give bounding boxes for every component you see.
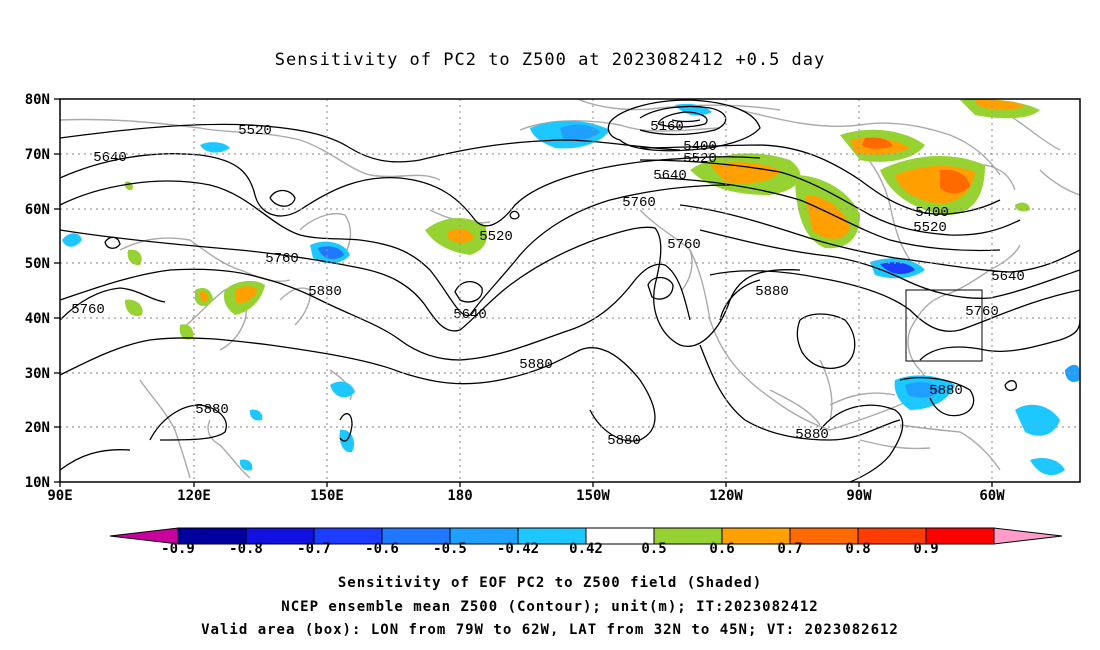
colorbar-label: -0.7	[297, 541, 331, 557]
lat-label: 60N	[25, 202, 50, 218]
lat-label: 80N	[25, 92, 50, 108]
latitude-labels: 80N 70N 60N 50N 40N 30N 20N 10N	[25, 92, 50, 491]
valid-area-box	[905, 289, 983, 362]
contour-label: 5640	[653, 168, 687, 184]
contour-label: 5880	[755, 284, 789, 300]
contour-label: 5640	[453, 307, 487, 323]
colorbar-high-tip	[993, 527, 1063, 545]
lon-label: 90W	[846, 488, 872, 504]
lat-label: 10N	[25, 475, 50, 491]
contour-label: 5400	[683, 139, 717, 155]
contour-label: 5760	[71, 302, 105, 318]
caption-line-3: Valid area (box): LON from 79W to 62W, L…	[201, 622, 899, 638]
longitude-labels: 90E 120E 150E 180 150W 120W 90W 60W	[47, 488, 1005, 504]
contour-label: 5640	[93, 150, 127, 166]
lat-label: 30N	[25, 366, 50, 382]
lon-label: 150E	[310, 488, 344, 504]
colorbar-label: 0.8	[845, 541, 871, 557]
contour-label: 5520	[479, 229, 513, 245]
lon-label: 120E	[177, 488, 211, 504]
contour-label: 5640	[991, 269, 1025, 285]
lat-label: 20N	[25, 420, 50, 436]
contour-label: 5760	[667, 237, 701, 253]
caption-line-1: Sensitivity of EOF PC2 to Z500 field (Sh…	[337, 575, 763, 591]
colorbar-label: -0.6	[365, 541, 399, 557]
map-frame	[59, 98, 1081, 483]
graticule	[60, 99, 1080, 482]
lon-label: 180	[447, 488, 472, 504]
contour-label: 5160	[650, 119, 684, 135]
contour-label: 5880	[308, 284, 342, 300]
axis-ticks	[54, 98, 993, 487]
colorbar-labels: -0.9 -0.8 -0.7 -0.6 -0.5 -0.42 0.42 0.5 …	[0, 541, 1100, 561]
lon-label: 150W	[576, 488, 610, 504]
colorbar-label: 0.9	[913, 541, 939, 557]
contour-label: 5520	[683, 151, 717, 167]
colorbar	[109, 527, 1063, 545]
lon-label: 120W	[709, 488, 743, 504]
contour-label: 5520	[238, 123, 272, 139]
colorbar-label: 0.42	[569, 541, 603, 557]
map-title: Sensitivity of PC2 to Z500 at 2023082412…	[274, 50, 826, 70]
z500-contours	[60, 99, 1080, 482]
colorbar-label: -0.42	[496, 541, 540, 557]
contour-label: 5880	[519, 357, 553, 373]
contour-label: 5760	[265, 251, 299, 267]
colorbar-label: 0.6	[709, 541, 735, 557]
contour-label: 5880	[195, 402, 229, 418]
lon-label: 60W	[979, 488, 1005, 504]
lat-label: 40N	[25, 311, 50, 327]
contour-label: 5880	[795, 427, 829, 443]
colorbar-label: -0.5	[433, 541, 467, 557]
contour-label: 5880	[607, 433, 641, 449]
caption-line-2: NCEP ensemble mean Z500 (Contour); unit(…	[281, 599, 819, 615]
contour-label: 5880	[929, 383, 963, 399]
contour-label: 5760	[622, 195, 656, 211]
contour-label: 5520	[913, 220, 947, 236]
colorbar-label: 0.5	[641, 541, 667, 557]
colorbar-label: 0.7	[777, 541, 803, 557]
colorbar-label: -0.8	[229, 541, 263, 557]
shaded-sensitivity	[62, 99, 1080, 476]
lon-label: 90E	[47, 488, 72, 504]
colorbar-label: -0.9	[161, 541, 195, 557]
contour-label: 5400	[915, 205, 949, 221]
lat-label: 70N	[25, 147, 50, 163]
contour-labels: 5160 5400 5520 5640 5760 5880 5400 5520 …	[71, 119, 1025, 449]
lat-label: 50N	[25, 256, 50, 272]
